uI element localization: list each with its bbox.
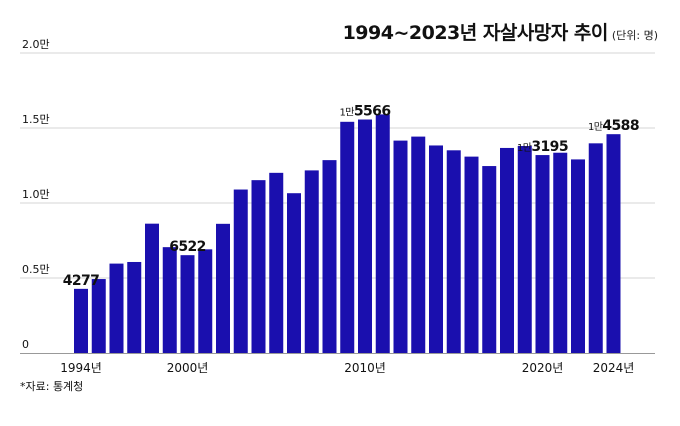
data-label-prefix: 1만 [588, 121, 603, 133]
bar [500, 147, 514, 353]
x-tick-label: 1994년 [60, 361, 102, 375]
bar [393, 140, 408, 353]
y-tick-label: 1.0만 [22, 188, 50, 201]
data-label-value: 3195 [531, 139, 568, 155]
data-label-value: 4277 [63, 273, 100, 289]
data-label-value: 4588 [602, 118, 639, 134]
bar [127, 261, 142, 353]
bar [517, 146, 532, 353]
bar [74, 288, 88, 353]
bar [162, 247, 177, 353]
y-tick-label: 1.5만 [22, 113, 50, 126]
x-tick-label: 2010년 [344, 361, 386, 375]
data-label-value: 6522 [169, 239, 206, 255]
data-label: 4277 [63, 273, 100, 289]
bar [358, 119, 372, 353]
bars [74, 114, 621, 354]
chart-title: 1994~2023년 자살사망자 추이 (단위: 명) [343, 18, 658, 45]
bar [535, 155, 550, 353]
bar [429, 145, 443, 353]
bar [322, 160, 337, 353]
bar [446, 150, 461, 353]
bar [588, 143, 603, 353]
bar [553, 152, 568, 353]
x-tick-label: 2000년 [167, 361, 209, 375]
source-note: *자료: 통계청 [20, 380, 84, 393]
x-axis-ticks: 1994년 2000년 2010년 2020년 2024년 [60, 361, 634, 375]
bar [411, 136, 426, 353]
x-tick-label: 2024년 [593, 361, 635, 375]
bar [464, 156, 479, 353]
unit-label: (단위: 명) [611, 29, 658, 42]
bar [340, 121, 355, 354]
bar [375, 114, 390, 353]
bar [180, 255, 195, 353]
chart-title-text: 1994~2023년 자살사망자 추이 [342, 22, 609, 44]
data-label: 1만3195 [517, 139, 568, 155]
bar [216, 223, 230, 353]
y-axis-ticks: 0 0.5만 1.0만 1.5만 2.0만 [22, 38, 50, 351]
bar [198, 249, 213, 353]
data-label: 1만4588 [588, 118, 639, 134]
bar [606, 134, 621, 353]
bar [91, 279, 106, 353]
y-tick-label: 0.5만 [22, 263, 50, 276]
bar [571, 159, 585, 353]
data-label-prefix: 1만 [517, 142, 532, 154]
bar [109, 263, 124, 353]
y-tick-label: 0 [22, 338, 29, 351]
bar [304, 170, 319, 353]
data-label-value: 5566 [354, 104, 391, 120]
bar [145, 223, 159, 353]
data-label-prefix: 1만 [340, 107, 355, 119]
bar [287, 193, 301, 353]
y-tick-label: 2.0만 [22, 38, 50, 51]
bar [482, 166, 497, 353]
data-label: 6522 [169, 239, 206, 255]
data-label: 1만5566 [340, 104, 391, 120]
bar [269, 172, 284, 353]
x-tick-label: 2020년 [522, 361, 564, 375]
bar [233, 189, 248, 353]
bar [251, 180, 266, 353]
